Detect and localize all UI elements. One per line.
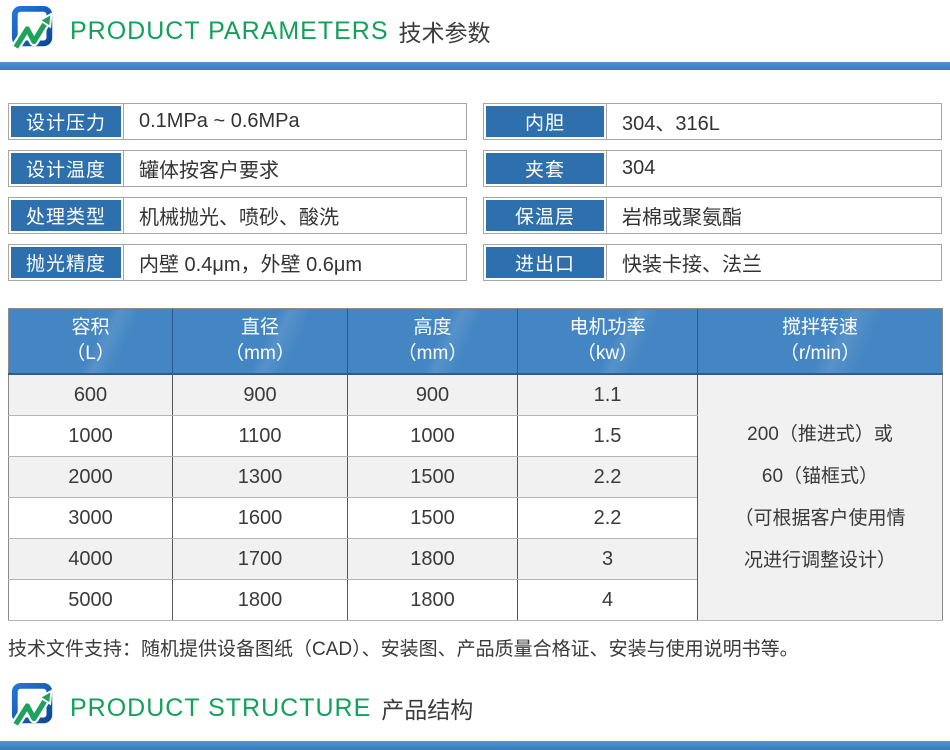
- cell-diameter: 1800: [172, 579, 348, 621]
- spec-row-polish-precision: 抛光精度 内壁 0.4μm，外壁 0.6μm: [8, 244, 467, 281]
- cell-diameter: 900: [172, 374, 348, 416]
- spec-row-insulation: 保温层 岩棉或聚氨酯: [483, 197, 942, 234]
- table-row: 5000 1800 1800 4: [8, 579, 943, 621]
- cell-volume: 4000: [8, 538, 173, 580]
- parameters-section-header: PRODUCT PARAMETERS 技术参数: [0, 0, 950, 62]
- cell-height: 1800: [347, 579, 518, 621]
- brand-logo-icon: [10, 681, 58, 736]
- spec-label: 夹套: [486, 153, 604, 184]
- spec-row-inner-tank: 内胆 304、316L: [483, 103, 942, 140]
- spec-value: 304、316L: [606, 104, 941, 139]
- spec-row-inlet-outlet: 进出口 快装卡接、法兰: [483, 244, 942, 281]
- spec-grid: 设计压力 0.1MPa ~ 0.6MPa 设计温度 罐体按客户要求 处理类型 机…: [8, 103, 942, 281]
- cell-height: 1800: [347, 538, 518, 580]
- table-header-row: 容积 （L） 直径 （mm） 高度 （mm） 电机功率 （kw） 搅拌转速 （r/min）: [8, 308, 943, 375]
- cell-volume: 600: [8, 374, 173, 416]
- spec-value: 快装卡接、法兰: [606, 245, 941, 280]
- table-row: 600 900 900 1.1 200（推进式）或 60（锚框式） （可根据客户…: [8, 374, 943, 621]
- top-divider-bar: [0, 62, 950, 70]
- cell-motor-power: 1.1: [517, 374, 698, 416]
- spec-label: 保温层: [486, 200, 604, 231]
- cell-height: 900: [347, 374, 518, 416]
- spec-value: 0.1MPa ~ 0.6MPa: [123, 104, 466, 139]
- parameters-title-en: PRODUCT PARAMETERS: [70, 16, 389, 45]
- cell-motor-power: 2.2: [517, 497, 698, 539]
- technical-documents-note: 技术文件支持：随机提供设备图纸（CAD）、安装图、产品质量合格证、安装与使用说明…: [8, 639, 799, 660]
- speed-line: 60（锚框式）: [761, 465, 879, 487]
- cell-motor-power: 3: [517, 538, 698, 580]
- spec-value: 机械抛光、喷砂、酸洗: [123, 198, 466, 233]
- cell-volume: 5000: [8, 579, 173, 621]
- spec-value: 罐体按客户要求: [123, 151, 466, 186]
- spec-row-design-pressure: 设计压力 0.1MPa ~ 0.6MPa: [8, 103, 467, 140]
- spec-value: 内壁 0.4μm，外壁 0.6μm: [123, 245, 466, 280]
- col-header-motor-power: 电机功率 （kw）: [517, 308, 698, 375]
- speed-line: （可根据客户使用情: [734, 507, 906, 529]
- structure-title-zh: 产品结构: [381, 697, 474, 723]
- cell-motor-power: 1.5: [517, 415, 698, 457]
- cell-diameter: 1100: [172, 415, 348, 457]
- parameters-title-zh: 技术参数: [398, 20, 491, 46]
- cell-diameter: 1700: [172, 538, 348, 580]
- spec-row-design-temperature: 设计温度 罐体按客户要求: [8, 150, 467, 187]
- cell-height: 1500: [347, 497, 518, 539]
- cell-height: 1000: [347, 415, 518, 457]
- spec-label: 设计压力: [11, 106, 121, 137]
- cell-diameter: 1300: [172, 456, 348, 498]
- cell-diameter: 1600: [172, 497, 348, 539]
- cell-volume: 2000: [8, 456, 173, 498]
- table-row: 4000 1700 1800 3: [8, 538, 943, 580]
- col-header-stir-speed: 搅拌转速 （r/min）: [697, 308, 943, 375]
- spec-column-right: 内胆 304、316L 夹套 304 保温层 岩棉或聚氨酯 进出口 快装卡接、法…: [483, 103, 942, 281]
- spec-value: 304: [606, 151, 941, 186]
- structure-title-en: PRODUCT STRUCTURE: [70, 693, 372, 722]
- parameters-table: 容积 （L） 直径 （mm） 高度 （mm） 电机功率 （kw） 搅拌转速 （r/min）…: [8, 308, 943, 621]
- table-row: 1000 1100 1000 1.5: [8, 415, 943, 457]
- cell-stir-speed-note: 200（推进式）或 60（锚框式） （可根据客户使用情 况进行调整设计）: [697, 374, 943, 621]
- cell-volume: 3000: [8, 497, 173, 539]
- table-row: 3000 1600 1500 2.2: [8, 497, 943, 539]
- spec-label: 内胆: [486, 106, 604, 137]
- spec-label: 处理类型: [11, 200, 121, 231]
- spec-label: 抛光精度: [11, 247, 121, 278]
- spec-row-treatment-type: 处理类型 机械抛光、喷砂、酸洗: [8, 197, 467, 234]
- cell-motor-power: 2.2: [517, 456, 698, 498]
- bottom-divider-bar: [0, 741, 950, 750]
- structure-section-header: PRODUCT STRUCTURE 产品结构: [0, 681, 950, 736]
- spec-row-jacket: 夹套 304: [483, 150, 942, 187]
- spec-value: 岩棉或聚氨酯: [606, 198, 941, 233]
- spec-label: 进出口: [486, 247, 604, 278]
- cell-motor-power: 4: [517, 579, 698, 621]
- col-header-height: 高度 （mm）: [347, 308, 518, 375]
- col-header-diameter: 直径 （mm）: [172, 308, 348, 375]
- col-header-volume: 容积 （L）: [8, 308, 173, 375]
- speed-line: 况进行调整设计）: [743, 549, 896, 571]
- cell-height: 1500: [347, 456, 518, 498]
- brand-logo-icon: [10, 4, 58, 59]
- speed-line: 200（推进式）或: [747, 423, 893, 445]
- spec-label: 设计温度: [11, 153, 121, 184]
- table-row: 2000 1300 1500 2.2: [8, 456, 943, 498]
- spec-column-left: 设计压力 0.1MPa ~ 0.6MPa 设计温度 罐体按客户要求 处理类型 机…: [8, 103, 467, 281]
- cell-volume: 1000: [8, 415, 173, 457]
